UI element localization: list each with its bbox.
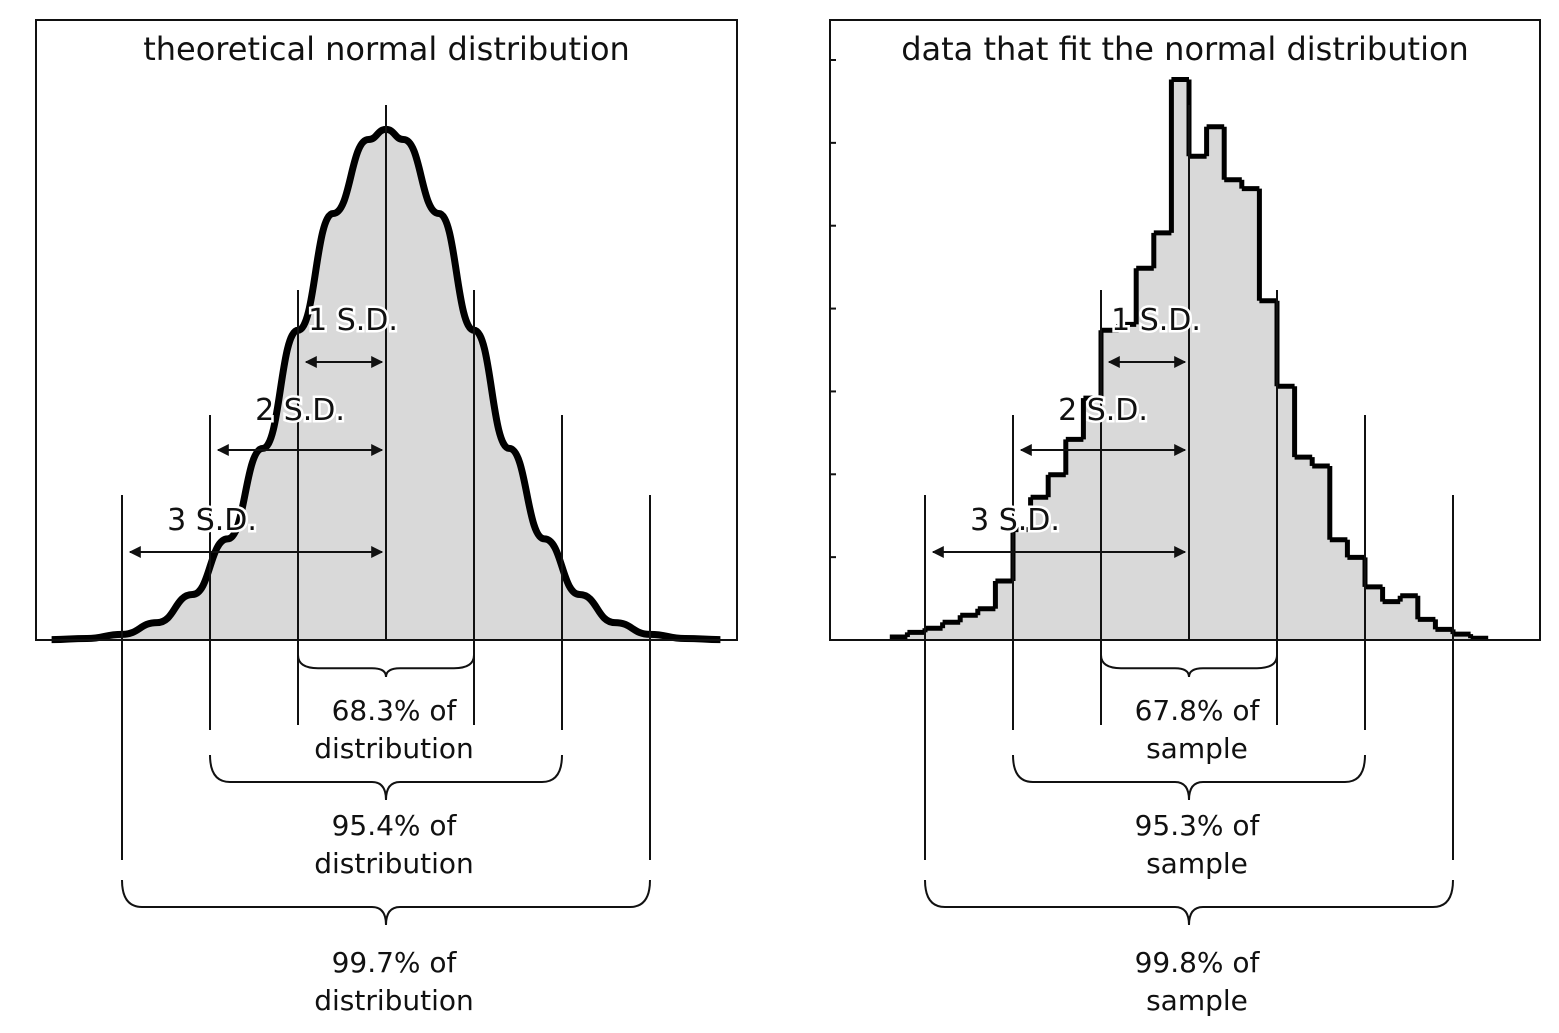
sd-3-label: 3 S.D. <box>167 503 257 538</box>
theoretical-panel: theoretical normal distribution 1 S.D. 2 S… <box>35 19 738 1017</box>
pct-3-sd-line2: sample <box>1146 984 1248 1017</box>
pct-1-sd-line2: distribution <box>314 732 474 765</box>
sd-2-label: 2 S.D. <box>1058 393 1148 428</box>
sample-panel: data that fit the normal distribution 1 S… <box>829 19 1541 1017</box>
sd-3-label: 3 S.D. <box>970 503 1060 538</box>
brace-2-sd <box>1012 754 1366 801</box>
pct-2-sd-line2: sample <box>1146 847 1248 880</box>
pct-2-sd-line2: distribution <box>314 847 474 880</box>
pct-3-sd-line1: 99.7% of <box>332 946 458 979</box>
brace-1-sd <box>1100 654 1278 678</box>
chart-title: theoretical normal distribution <box>143 30 630 68</box>
pct-3-sd-line2: distribution <box>314 984 474 1017</box>
brace-3-sd <box>924 879 1454 926</box>
pct-2-sd-line1: 95.4% of <box>332 809 458 842</box>
sd-2-label: 2 S.D. <box>255 393 345 428</box>
brace-3-sd <box>121 879 651 926</box>
pct-1-sd-line1: 68.3% of <box>332 694 458 727</box>
brace-1-sd <box>297 654 475 678</box>
pct-1-sd-line1: 67.8% of <box>1135 694 1261 727</box>
pct-2-sd-line1: 95.3% of <box>1135 809 1261 842</box>
brace-2-sd <box>209 754 563 801</box>
sd-1-label: 1 S.D. <box>308 303 398 338</box>
pct-3-sd-line1: 99.8% of <box>1135 946 1261 979</box>
sd-1-label: 1 S.D. <box>1111 303 1201 338</box>
chart-title: data that fit the normal distribution <box>901 30 1469 68</box>
pct-1-sd-line2: sample <box>1146 732 1248 765</box>
